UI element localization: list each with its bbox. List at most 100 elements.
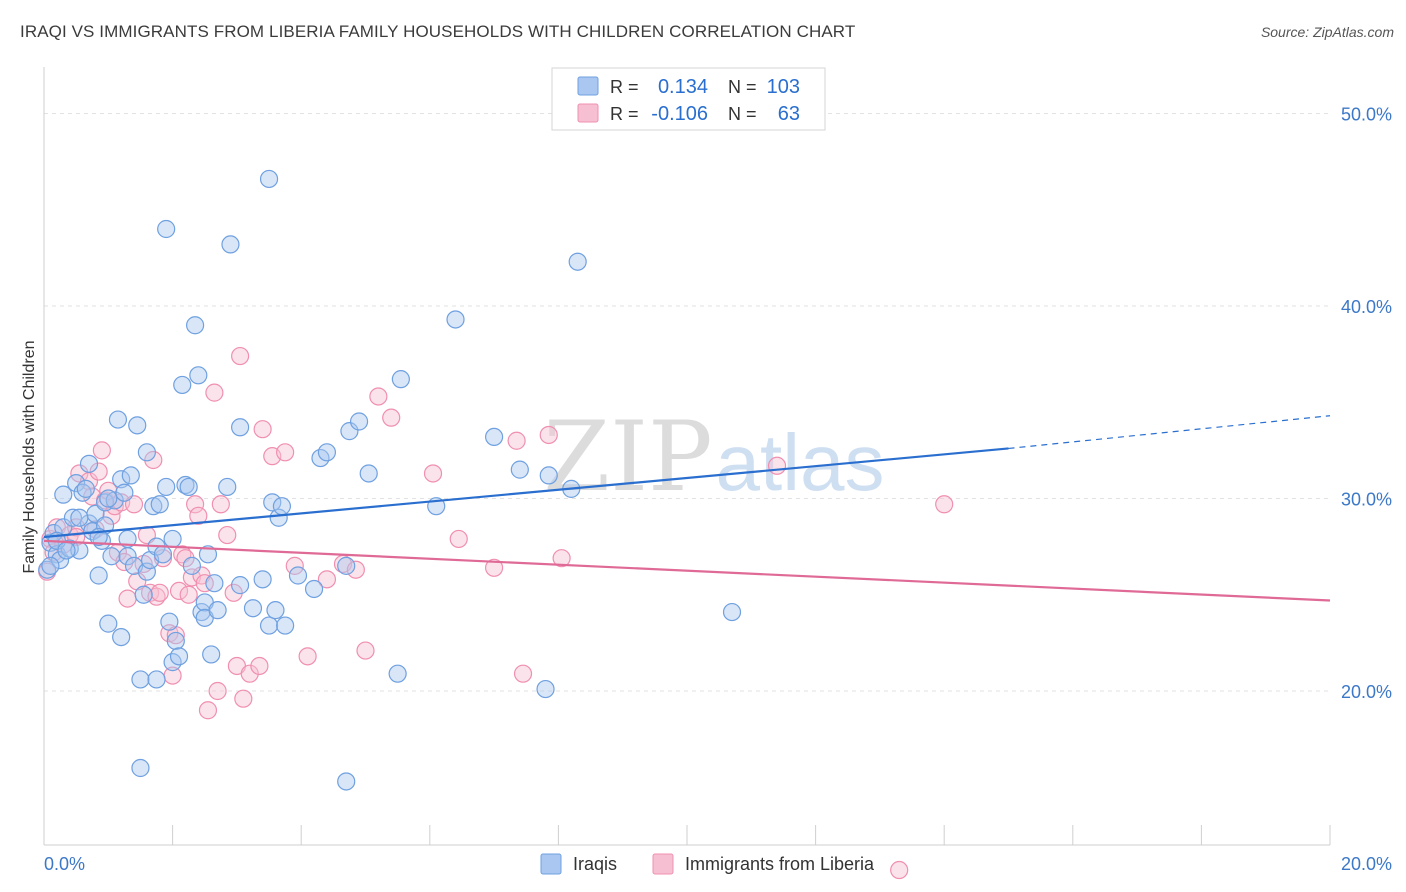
data-point-iraqi: [182, 556, 201, 575]
data-point-iraqi: [121, 466, 140, 485]
stats-swatch-liberia: [577, 103, 599, 123]
data-point-liberia: [276, 443, 295, 462]
data-point-iraqi: [105, 491, 124, 510]
stats-box: R = 0.134 N = 103 R = -0.106 N = 63: [551, 67, 826, 131]
data-point-iraqi: [41, 556, 60, 575]
data-point-iraqi: [115, 483, 134, 502]
data-point-iraqi: [317, 443, 337, 462]
data-point-liberia: [382, 408, 401, 427]
data-point-liberia: [935, 495, 954, 514]
chart-title: IRAQI VS IMMIGRANTS FROM LIBERIA FAMILY …: [20, 22, 856, 41]
data-point-liberia: [253, 420, 272, 439]
watermark: ZIP atlas: [543, 401, 884, 513]
stats-r-value-liberia: -0.106: [651, 103, 708, 125]
data-point-iraqi: [359, 464, 378, 483]
data-point-iraqi: [539, 466, 558, 485]
data-point-iraqi: [388, 664, 407, 683]
data-point-iraqi: [272, 497, 292, 516]
axes: [43, 67, 1331, 846]
data-point-iraqi: [169, 647, 189, 666]
data-point-liberia: [369, 387, 388, 406]
data-point-liberia: [205, 383, 224, 402]
data-point-iraqi: [202, 645, 221, 664]
data-point-iraqi: [137, 562, 156, 581]
data-point-iraqi: [137, 443, 156, 462]
stats-n-value-iraqi: 103: [767, 76, 800, 98]
data-point-iraqi: [243, 599, 263, 618]
data-point-liberia: [890, 860, 909, 880]
data-point-liberia: [92, 441, 111, 460]
x-tick-label: 20.0%: [1341, 854, 1392, 874]
data-point-iraqi: [198, 545, 218, 564]
data-point-liberia: [198, 701, 218, 720]
legend-swatch-iraqi: [540, 853, 562, 875]
data-point-iraqi: [176, 475, 195, 495]
data-point-iraqi: [160, 612, 179, 631]
data-point-iraqi: [349, 412, 369, 431]
data-point-iraqi: [128, 416, 147, 435]
data-point-liberia: [449, 529, 468, 549]
data-point-iraqi: [304, 579, 324, 599]
legend-label-iraqi: Iraqis: [573, 854, 617, 874]
data-point-liberia: [99, 481, 118, 500]
source-label: Source: ZipAtlas.com: [1260, 24, 1394, 40]
data-point-iraqi: [112, 470, 131, 489]
legend: Iraqis Immigrants from Liberia: [540, 853, 875, 875]
data-point-liberia: [234, 689, 253, 708]
data-point-liberia: [298, 647, 317, 666]
data-point-liberia: [195, 574, 214, 593]
trend-line-liberia: [43, 539, 1331, 602]
y-tick-label: 20.0%: [1341, 682, 1392, 702]
data-point-iraqi: [205, 574, 224, 593]
data-point-iraqi: [510, 460, 529, 479]
data-point-liberia: [539, 425, 558, 445]
data-point-liberia: [423, 464, 443, 483]
stats-n-value-liberia: 63: [778, 103, 800, 125]
data-point-liberia: [218, 525, 237, 545]
trend-lines: [43, 415, 1331, 602]
data-point-iraqi: [70, 508, 89, 527]
stats-n-label-iraqi: N =: [728, 77, 757, 97]
data-point-iraqi: [99, 489, 118, 508]
data-point-liberia: [186, 495, 205, 514]
y-tick-label: 50.0%: [1341, 105, 1392, 125]
data-point-iraqi: [266, 601, 285, 620]
data-point-iraqi: [189, 366, 208, 385]
data-point-iraqi: [57, 541, 76, 560]
tick-labels: 20.0% 30.0% 40.0% 50.0% 0.0% 20.0%: [44, 105, 1392, 875]
data-point-liberia: [513, 664, 533, 683]
data-point-liberia: [507, 431, 526, 450]
data-point-iraqi: [179, 477, 198, 497]
data-point-iraqi: [112, 627, 131, 647]
data-point-iraqi: [568, 252, 587, 271]
trend-line-iraqi-extension: [1008, 415, 1331, 450]
data-point-iraqi: [288, 566, 308, 585]
data-point-iraqi: [163, 529, 182, 549]
data-point-liberia: [240, 664, 259, 683]
data-point-liberia: [118, 589, 137, 608]
data-point-iraqi: [337, 772, 356, 791]
data-point-iraqi: [485, 427, 504, 446]
data-point-liberia: [70, 464, 89, 483]
data-point-iraqi: [102, 547, 121, 566]
data-point-liberia: [189, 506, 208, 525]
data-point-iraqi: [259, 169, 279, 189]
data-point-iraqi: [173, 375, 192, 395]
data-point-iraqi: [95, 516, 115, 535]
data-point-liberia: [150, 583, 169, 602]
data-point-iraqi: [231, 418, 250, 437]
data-point-iraqi: [131, 758, 150, 778]
data-point-iraqi: [54, 485, 73, 504]
data-point-iraqi: [340, 422, 359, 441]
data-point-iraqi: [186, 316, 205, 335]
data-point-liberia: [231, 346, 250, 366]
data-point-iraqi: [218, 477, 237, 497]
legend-swatch-liberia: [652, 853, 674, 875]
data-point-iraqi: [157, 219, 176, 239]
data-point-iraqi: [391, 370, 410, 389]
series-iraqi: [38, 169, 742, 791]
data-point-iraqi: [144, 497, 163, 516]
data-point-iraqi: [67, 474, 86, 493]
trend-line-iraqi: [43, 447, 1009, 539]
data-point-iraqi: [153, 545, 173, 564]
